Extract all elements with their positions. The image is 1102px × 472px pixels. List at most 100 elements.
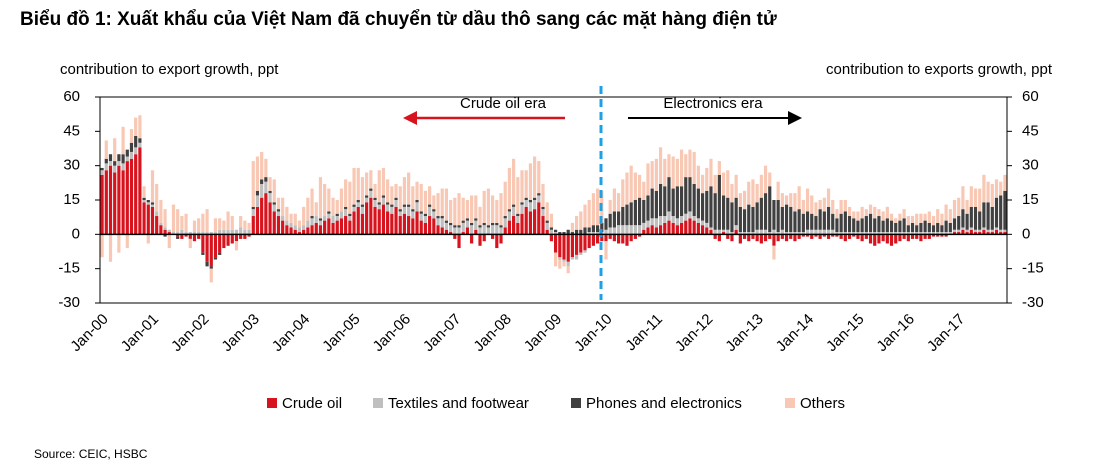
bar-segment	[709, 186, 713, 228]
bar-segment	[587, 234, 591, 249]
bar-segment	[423, 222, 428, 235]
bar-segment	[658, 147, 663, 184]
bar-segment	[478, 227, 482, 235]
bar-segment	[726, 170, 730, 198]
bar-segment	[831, 229, 835, 235]
bar-segment	[923, 232, 927, 235]
bar-segment	[205, 234, 209, 262]
bar-segment	[675, 158, 679, 187]
bar-segment	[159, 225, 163, 235]
bar-segment	[268, 190, 272, 194]
bar-segment	[717, 161, 721, 175]
bar-segment	[310, 188, 314, 217]
bar-segment	[381, 204, 386, 235]
bar-segment	[885, 234, 889, 244]
bar-segment	[625, 172, 629, 205]
bar-segment	[465, 200, 470, 219]
bar-segment	[814, 216, 818, 230]
bar-segment	[936, 222, 940, 233]
bar-segment	[709, 227, 713, 230]
bar-segment	[272, 204, 276, 212]
bar-segment	[738, 206, 742, 233]
bar-segment	[713, 193, 717, 230]
bar-segment	[688, 177, 692, 212]
bar-segment	[176, 232, 180, 235]
bar-segment	[411, 209, 415, 212]
bar-segment	[243, 234, 247, 239]
bar-segment	[100, 174, 104, 235]
bar-segment	[234, 234, 239, 242]
bar-segment	[671, 156, 675, 189]
bar-segment	[709, 158, 713, 187]
bar-segment	[856, 220, 860, 233]
bar-segment	[915, 232, 919, 235]
bar-segment	[948, 232, 952, 235]
bar-segment	[684, 220, 688, 235]
bar-segment	[919, 222, 923, 233]
bar-segment	[734, 197, 738, 226]
x-tick-label: Jan-07	[420, 311, 464, 355]
bar-segment	[541, 183, 545, 207]
bar-segment	[276, 197, 281, 210]
bar-segment	[276, 216, 281, 235]
bar-segment	[612, 227, 616, 235]
bar-segment	[470, 234, 474, 244]
bar-segment	[604, 234, 608, 242]
bar-segment	[369, 170, 373, 189]
bar-segment	[961, 229, 965, 235]
bar-segment	[713, 234, 717, 239]
bar-segment	[356, 167, 360, 200]
bar-segment	[721, 195, 726, 230]
bar-segment	[738, 193, 742, 207]
bar-segment	[327, 211, 331, 214]
bar-segment	[281, 220, 285, 235]
bar-segment	[230, 234, 234, 244]
bar-segment	[360, 213, 365, 235]
bar-segment	[314, 222, 318, 235]
bar-segment	[381, 197, 386, 205]
bar-segment	[499, 193, 503, 226]
bar-segment	[906, 232, 910, 235]
y-tick-label: -15	[58, 260, 80, 277]
bar-segment	[881, 234, 885, 242]
bar-segment	[533, 156, 537, 198]
bar-segment	[957, 232, 961, 235]
bar-segment	[940, 213, 944, 226]
bar-segment	[595, 232, 600, 235]
bar-segment	[272, 211, 276, 235]
bar-segment	[524, 200, 528, 207]
bar-segment	[952, 229, 957, 233]
bar-segment	[180, 234, 184, 239]
bar-segment	[449, 225, 453, 233]
bar-segment	[113, 138, 117, 162]
bar-segment	[377, 204, 381, 210]
bar-segment	[763, 165, 768, 194]
bar-segment	[574, 229, 579, 235]
annotation: Electronics era	[663, 95, 763, 112]
bar-segment	[675, 218, 679, 226]
bar-segment	[457, 227, 461, 235]
bar-segment	[507, 211, 512, 221]
bar-segment	[411, 211, 415, 219]
bar-segment	[398, 211, 402, 217]
bar-segment	[994, 197, 999, 228]
bar-segment	[595, 234, 600, 244]
bar-segment	[314, 216, 318, 223]
bar-segment	[973, 206, 978, 230]
bar-segment	[730, 234, 734, 242]
bar-segment	[293, 213, 297, 226]
bar-segment	[486, 225, 491, 228]
bar-segment	[545, 220, 549, 223]
bar-segment	[952, 218, 957, 230]
bar-segment	[574, 216, 579, 230]
bar-segment	[104, 163, 108, 171]
bar-segment	[386, 204, 390, 212]
bar-segment	[1003, 232, 1007, 235]
bar-segment	[260, 197, 264, 235]
x-tick-label: Jan-17	[924, 311, 968, 355]
y2-tick-label: 45	[1022, 122, 1039, 139]
bar-segment	[902, 232, 906, 235]
bar-segment	[352, 204, 356, 207]
bar-segment	[415, 200, 419, 203]
